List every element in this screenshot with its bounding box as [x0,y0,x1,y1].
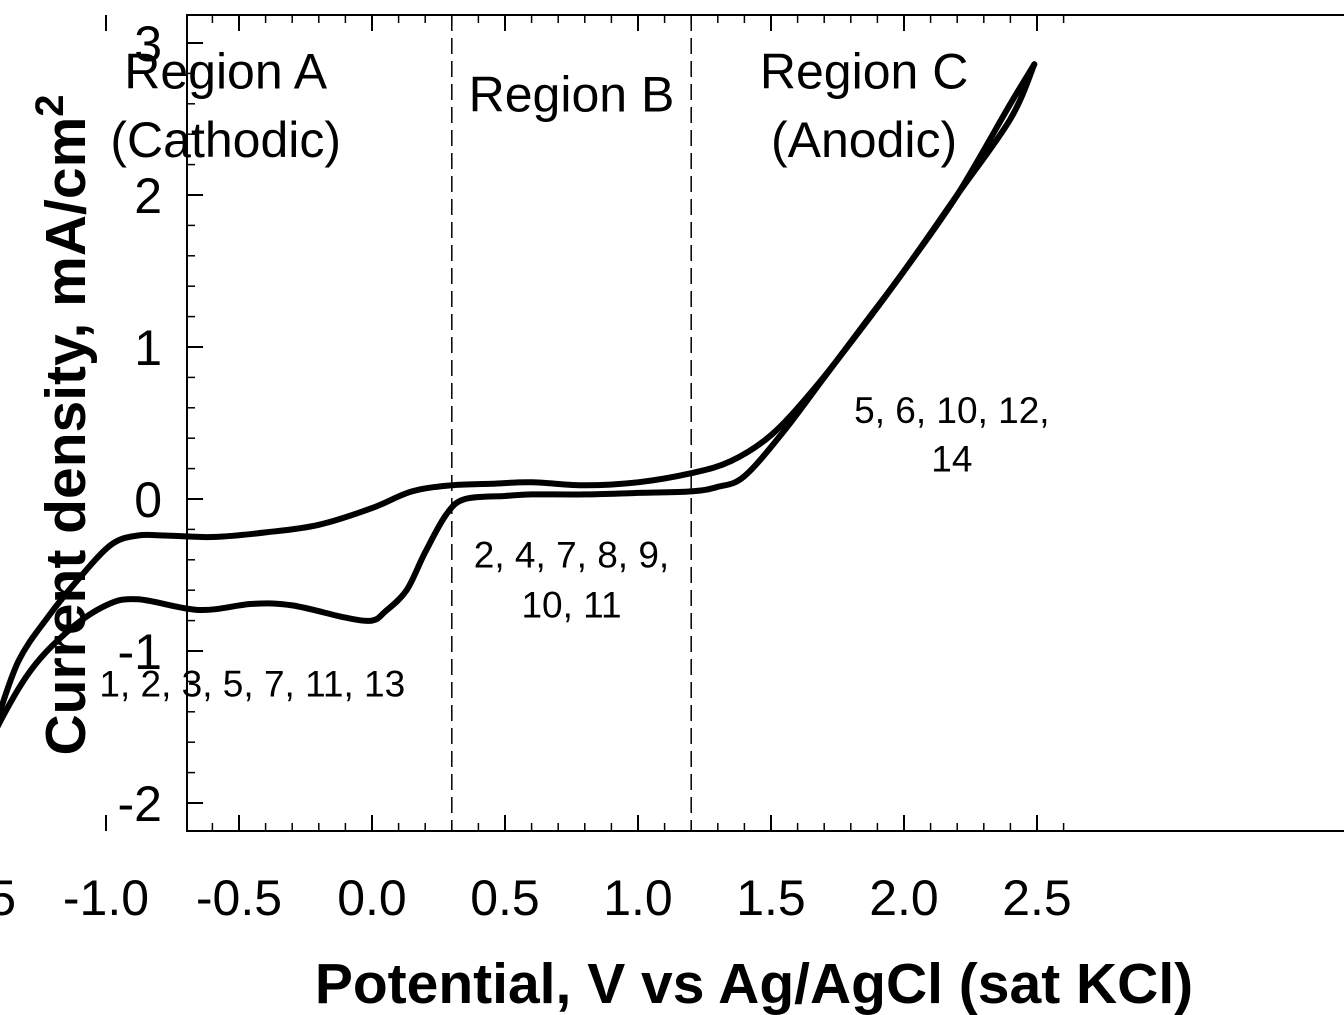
tick-labels: -1.5 -1.0 -0.5 0.0 0.5 1.0 1.5 2.0 2.5 -2 -1 0 1 2 3 [0,16,1072,926]
reaction-annotation: 2, 4, 7, 8, 9, [474,534,669,575]
reaction-annotation: 1, 2, 3, 5, 7, 11, 13 [99,664,405,705]
y-axis-title-main: Current density, mA/cm [34,117,98,756]
y-axis-title: Current density, mA/cm2 [28,95,98,756]
y-tick-label: 1 [134,320,162,376]
x-tick-label: -0.5 [196,870,282,926]
y-tick-label: -2 [118,776,162,832]
x-tick-label: 0.5 [470,870,540,926]
region-label: Region B [469,66,675,122]
reaction-annotation-line2: 14 [931,439,972,480]
x-axis-title: Potential, V vs Ag/AgCl (sat KCl) [315,952,1193,1015]
chart-text: Region A (Cathodic) Region B Region C (Anodi… [99,44,1049,705]
x-tick-label: -1.0 [63,870,149,926]
region-label: Region A [124,44,328,100]
plot-frame [186,14,1344,832]
reaction-annotation-line2: 10, 11 [521,585,621,626]
region-sublabel: (Cathodic) [110,112,341,168]
x-tick-label: -1.5 [0,870,16,926]
series-group [0,61,1038,729]
y-axis-title-superscript: 2 [28,95,72,117]
reaction-annotation: 5, 6, 10, 12, [854,390,1049,431]
region-sublabel: (Anodic) [771,112,957,168]
region-label: Region C [760,44,968,100]
x-tick-label: 2.0 [869,870,939,926]
major-ticks [105,15,1038,831]
x-tick-label: 1.5 [736,870,806,926]
x-tick-label: 0.0 [337,870,407,926]
series-line-2 [0,61,1038,729]
x-tick-label: 1.0 [603,870,673,926]
x-tick-label: 2.5 [1002,870,1072,926]
y-tick-label: -1 [118,624,162,680]
y-tick-label: 0 [134,472,162,528]
y-tick-label: 2 [134,168,162,224]
region-boundaries [451,15,692,831]
minor-ticks [187,15,1065,831]
y-tick-label: 3 [134,16,162,72]
